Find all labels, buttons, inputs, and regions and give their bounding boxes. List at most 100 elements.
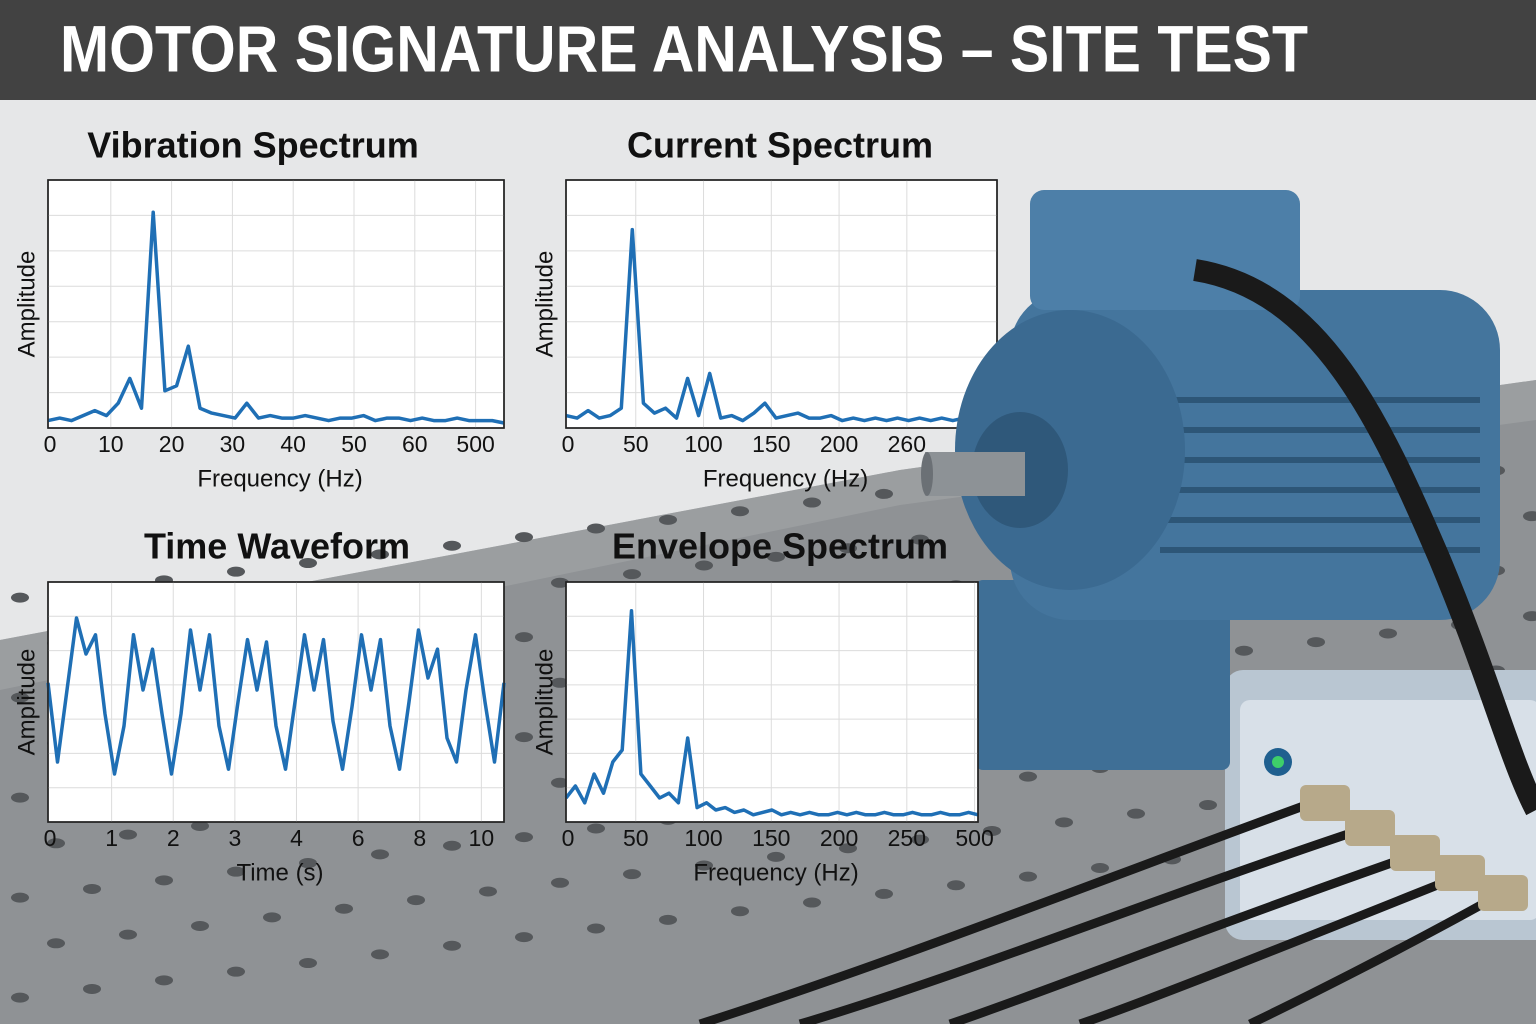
- hole: [11, 692, 29, 703]
- hole: [11, 992, 29, 1003]
- hole: [227, 566, 245, 577]
- x-tick-label: 1: [105, 825, 118, 851]
- x-tick-label: 10: [98, 431, 124, 457]
- plot-frame: [47, 581, 505, 823]
- header-bar: [0, 0, 1536, 100]
- hole: [515, 532, 533, 543]
- x-tick-label: 200: [820, 431, 858, 457]
- hole: [551, 877, 569, 888]
- x-axis-label: Frequency (Hz): [703, 465, 868, 492]
- x-tick-label: 2: [167, 825, 180, 851]
- hole: [119, 929, 137, 940]
- hole: [1091, 863, 1109, 873]
- hole: [227, 866, 245, 877]
- y-axis-label: Amplitude: [13, 251, 40, 358]
- x-tick-label: 100: [684, 825, 722, 851]
- hole: [47, 938, 65, 949]
- hole: [443, 540, 461, 551]
- x-tick-label: 150: [752, 431, 790, 457]
- motor: [698, 190, 1536, 1024]
- hole: [11, 792, 29, 803]
- x-tick-label: 250: [888, 825, 926, 851]
- x-tick-label: 30: [220, 431, 246, 457]
- hole: [1523, 511, 1536, 522]
- chart-vibration: 0 10 20 30 40 50 60 500 Vibration Spectrum Freque…: [13, 125, 505, 492]
- x-tick-label: 60: [402, 431, 428, 457]
- y-axis-label: Amplitude: [531, 649, 558, 756]
- x-tick-label: 500: [955, 825, 993, 851]
- hole: [587, 823, 605, 834]
- chart-title: Vibration Spectrum: [87, 125, 418, 166]
- x-tick-label: 50: [623, 431, 649, 457]
- plot-frame: [565, 179, 998, 429]
- hole: [947, 880, 965, 891]
- x-tick-label: 0: [562, 825, 575, 851]
- data-line: [565, 227, 997, 423]
- hole: [191, 821, 209, 831]
- x-axis-label: Frequency (Hz): [197, 465, 362, 492]
- plot-frame: [47, 179, 505, 429]
- hole: [299, 558, 317, 569]
- x-tick-label: 6: [352, 825, 365, 851]
- x-tick-label: 100: [684, 431, 722, 457]
- hole: [1019, 771, 1037, 782]
- hole: [1127, 808, 1145, 819]
- hole: [407, 895, 425, 906]
- hole: [767, 851, 785, 862]
- chart-title: Current Spectrum: [627, 125, 933, 166]
- x-tick-label: 10: [469, 825, 495, 851]
- x-tick-label: 50: [341, 431, 367, 457]
- hole: [515, 832, 533, 843]
- data-line: [47, 210, 505, 425]
- data-line: [46, 616, 506, 776]
- hole: [515, 732, 533, 743]
- page-title: MOTOR SIGNATURE ANALYSIS – SITE TEST: [60, 11, 1308, 85]
- plot-area: [565, 581, 979, 823]
- plot-area: [565, 179, 998, 429]
- hole: [803, 497, 821, 508]
- hole: [227, 966, 245, 977]
- x-tick-label: 0: [44, 825, 57, 851]
- hole: [803, 897, 821, 908]
- plot-area: [47, 581, 505, 823]
- y-axis-label: Amplitude: [13, 649, 40, 756]
- hole: [695, 560, 713, 571]
- hole: [587, 923, 605, 934]
- hole: [299, 958, 317, 969]
- hole: [875, 488, 893, 499]
- x-tick-label: 20: [159, 431, 185, 457]
- hole: [1523, 611, 1536, 622]
- hole: [695, 860, 713, 871]
- hole: [263, 912, 281, 923]
- chart-title: Time Waveform: [144, 526, 410, 567]
- hole: [155, 975, 173, 986]
- hole: [515, 932, 533, 943]
- hole: [443, 840, 461, 851]
- hole: [983, 825, 1001, 836]
- hole: [911, 534, 929, 545]
- x-tick-label: 200: [820, 825, 858, 851]
- hole: [623, 569, 641, 580]
- hole: [587, 523, 605, 534]
- hole: [1019, 871, 1037, 882]
- hole: [371, 949, 389, 960]
- hole: [1307, 637, 1325, 648]
- x-tick-label: 500: [456, 431, 494, 457]
- hole: [443, 940, 461, 951]
- hole: [119, 829, 137, 840]
- hole: [191, 921, 209, 931]
- x-tick-label: 0: [562, 431, 575, 457]
- hole: [83, 983, 101, 994]
- hole: [623, 869, 641, 880]
- hole: [1235, 645, 1253, 656]
- hole: [551, 577, 569, 588]
- y-axis-label: Amplitude: [531, 251, 558, 358]
- plot-area: [47, 179, 505, 429]
- x-tick-label: 40: [280, 431, 306, 457]
- hole: [1379, 628, 1397, 639]
- hole: [659, 914, 677, 925]
- hole: [1055, 817, 1073, 828]
- x-axis-label: Time (s): [236, 859, 323, 886]
